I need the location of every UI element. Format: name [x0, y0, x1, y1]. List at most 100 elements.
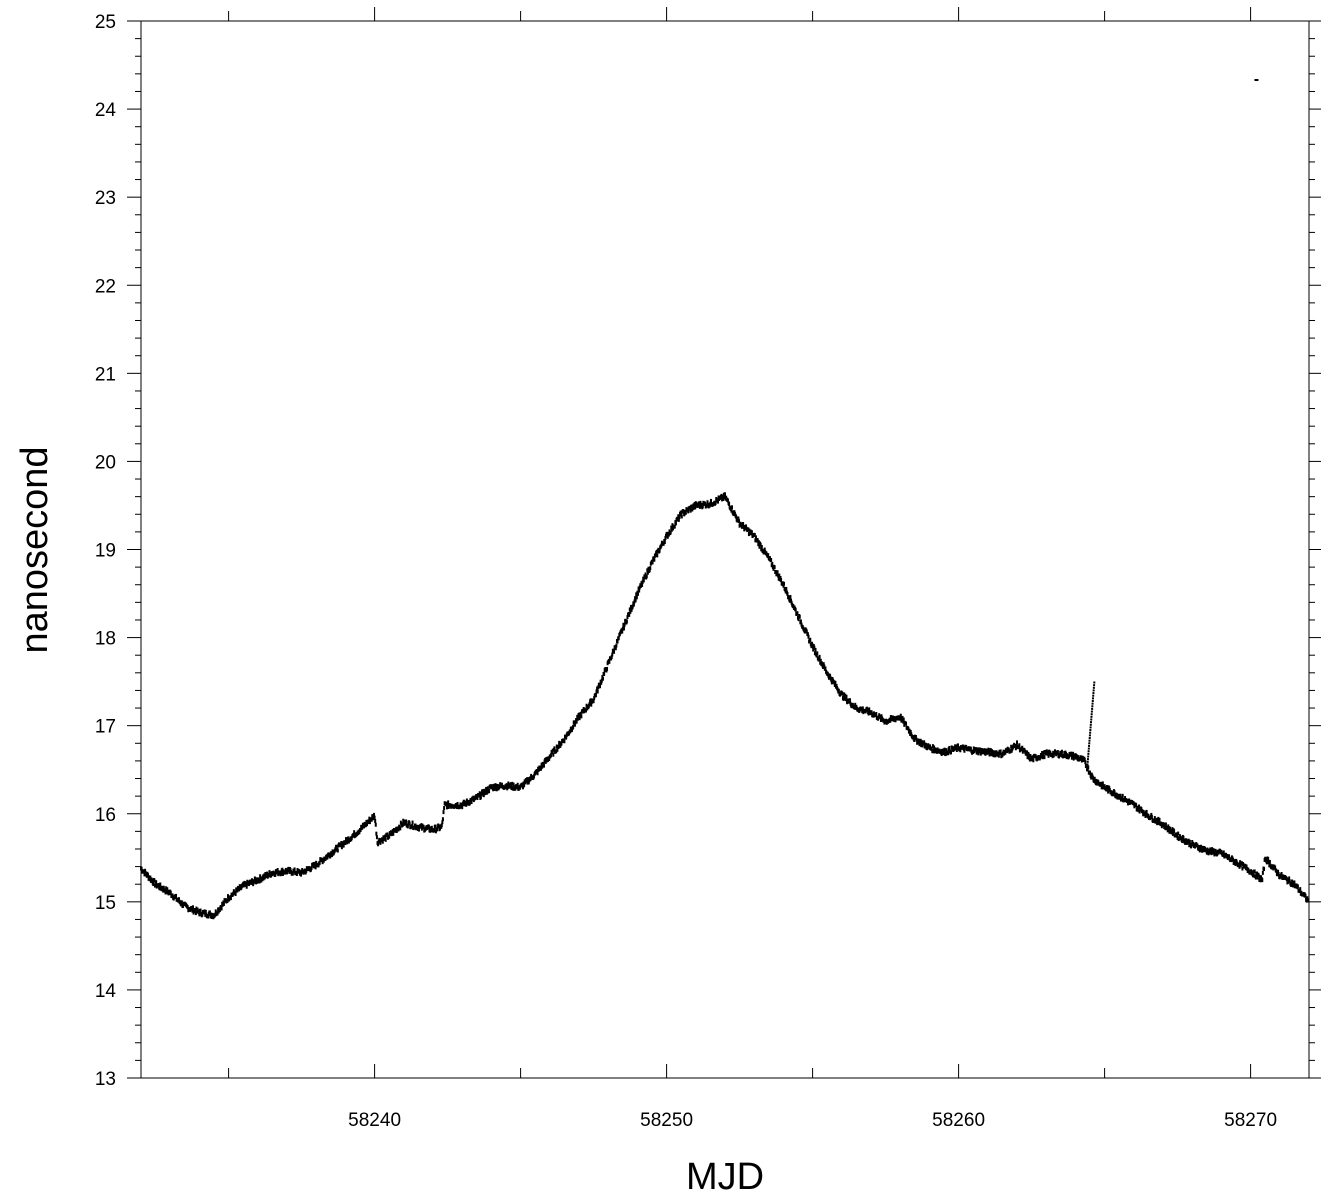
spike-point — [1090, 710, 1093, 713]
spike-point — [1092, 686, 1095, 689]
data-point — [441, 817, 444, 822]
data-point — [155, 880, 158, 885]
data-point — [152, 882, 155, 887]
data-point — [373, 815, 376, 820]
axis-ticks — [127, 7, 1321, 1079]
data-point — [1089, 770, 1091, 775]
data-point — [767, 553, 770, 558]
data-point — [916, 740, 919, 745]
data-point — [417, 827, 420, 832]
data-point — [368, 816, 371, 821]
data-point — [488, 789, 491, 794]
data-point — [756, 538, 759, 543]
spike-point — [1087, 747, 1090, 750]
data-point — [742, 521, 745, 526]
data-point — [492, 783, 495, 788]
data-point — [770, 558, 773, 563]
data-point — [1307, 898, 1310, 903]
data-point — [572, 724, 575, 729]
data-point — [771, 561, 774, 566]
data-point — [558, 741, 561, 746]
spike-point — [1088, 736, 1091, 739]
data-point — [789, 594, 792, 599]
data-point — [664, 535, 667, 540]
data-point — [933, 747, 936, 752]
data-point — [950, 745, 953, 750]
data-point — [1063, 754, 1066, 759]
data-point — [879, 718, 882, 723]
data-point — [705, 503, 708, 508]
data-point — [483, 791, 486, 796]
data-point — [204, 909, 207, 914]
data-point — [569, 729, 572, 734]
data-point — [551, 748, 554, 753]
data-point — [1084, 760, 1087, 765]
data-point — [222, 901, 225, 906]
data-point — [1031, 757, 1034, 762]
data-point — [635, 595, 638, 600]
data-point — [214, 912, 217, 917]
data-point — [408, 821, 411, 826]
data-point — [622, 622, 625, 627]
data-point — [979, 747, 982, 752]
data-point — [262, 876, 265, 881]
data-point — [1040, 754, 1043, 759]
data-point — [737, 516, 740, 521]
data-point — [885, 718, 888, 723]
data-point — [263, 875, 266, 880]
data-point — [1085, 763, 1088, 768]
data-point — [813, 651, 816, 656]
data-point — [274, 872, 277, 877]
data-point — [479, 795, 482, 800]
data-point — [250, 880, 253, 885]
data-point — [1268, 859, 1271, 864]
data-point — [1128, 798, 1131, 803]
data-point — [1251, 870, 1254, 875]
data-point — [335, 844, 338, 849]
data-point — [1240, 861, 1243, 866]
data-point — [298, 869, 301, 874]
data-point — [514, 786, 517, 791]
data-point — [915, 737, 918, 742]
data-point — [1173, 829, 1176, 834]
y-tick-label: 21 — [95, 364, 116, 385]
data-point — [164, 890, 167, 895]
data-point — [646, 568, 649, 573]
data-point — [1216, 851, 1219, 856]
data-point — [942, 748, 945, 753]
spike-point — [1091, 707, 1094, 710]
data-point — [1153, 818, 1156, 823]
data-point — [860, 707, 863, 712]
data-point — [314, 865, 317, 870]
data-point — [544, 759, 547, 764]
data-point — [626, 615, 629, 620]
data-point — [843, 692, 846, 697]
data-point — [590, 702, 593, 707]
data-point — [1290, 883, 1293, 888]
data-point — [394, 828, 397, 833]
spike-point — [1088, 744, 1091, 747]
data-point — [833, 680, 836, 685]
data-point — [837, 688, 840, 693]
data-point — [666, 531, 669, 536]
data-point — [890, 715, 893, 720]
data-point — [824, 666, 827, 671]
data-point — [194, 908, 197, 913]
data-point — [295, 872, 298, 877]
data-point — [1076, 757, 1079, 762]
data-point — [516, 782, 519, 787]
data-point — [1118, 795, 1121, 800]
data-point — [434, 824, 437, 829]
data-point — [1275, 868, 1278, 873]
data-point — [1094, 781, 1097, 786]
data-point — [578, 712, 580, 717]
data-point — [576, 716, 579, 721]
data-point — [722, 496, 725, 501]
data-point — [870, 710, 873, 715]
x-axis-title: MJD — [686, 1156, 764, 1198]
data-point — [992, 753, 995, 758]
data-point — [812, 647, 815, 652]
data-point — [1252, 873, 1255, 878]
data-point — [1158, 817, 1161, 822]
y-tick-label: 22 — [95, 276, 116, 297]
